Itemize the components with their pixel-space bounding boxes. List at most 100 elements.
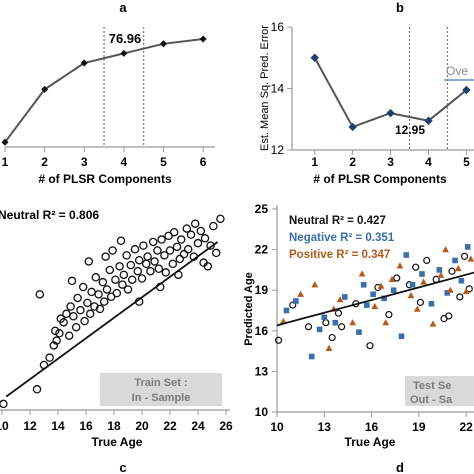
- panel-c-data-point: [172, 242, 182, 252]
- panel-c-data-point: [154, 264, 164, 274]
- panel-c-data-point: [111, 275, 120, 284]
- panel-c-data-point: [78, 282, 88, 292]
- panel-a-label: a: [119, 0, 127, 15]
- panel-c-data-point: [190, 219, 200, 228]
- panel-b-data-point: [462, 85, 471, 95]
- panel-c-data-point: [139, 241, 148, 250]
- panel-c-data-point: [150, 257, 159, 266]
- panel-b-data-point: [310, 53, 319, 62]
- panel-c-data-point: [186, 230, 196, 239]
- panel-d-negative-point: [332, 319, 339, 326]
- panel-c-data-point: [50, 326, 60, 336]
- panel-d-neutral-point: [416, 298, 425, 306]
- panel-d-y-tick-label: 13: [255, 364, 269, 378]
- panel-d-box-line-2: Out - Sa: [410, 394, 453, 406]
- panel-c-data-point: [134, 255, 144, 265]
- panel-c-tick-label: 24: [191, 419, 205, 433]
- panel-d-negative-point: [428, 300, 435, 307]
- panel-c-data-point: [95, 304, 105, 314]
- panel-b-ylabel: Est. Mean Sq. Pred. Error: [259, 25, 271, 151]
- panel-c-data-point: [203, 262, 213, 271]
- panel-c-data-point: [76, 305, 85, 315]
- panel-d-negative-point: [364, 302, 370, 308]
- panel-d-positive-point: [437, 271, 445, 278]
- panel-c-box-line-2: In - Sample: [132, 392, 191, 404]
- panel-d-positive-point: [446, 286, 454, 293]
- panel-c-data-point: [35, 290, 45, 299]
- panel-c-data-point: [127, 275, 137, 284]
- panel-d-neutral-point: [328, 333, 336, 342]
- panel-d-xlabel: True Age: [345, 435, 396, 449]
- panel-c-data-point: [101, 252, 110, 261]
- panel-c-data-point: [123, 285, 133, 294]
- panel-c-data-point: [62, 309, 71, 319]
- panel-d-negative-point: [293, 298, 299, 304]
- panel-c-data-point: [211, 248, 221, 258]
- panel-c-data-point: [157, 235, 166, 244]
- panel-d-positive-point: [467, 255, 474, 262]
- panel-d-negative-point: [283, 307, 290, 314]
- panel-c-data-point: [0, 399, 8, 409]
- panel-b-label: b: [396, 0, 404, 15]
- panel-c-data-point: [209, 221, 218, 231]
- panel-d-negative-point: [452, 257, 458, 264]
- panel-c-data-point: [133, 266, 143, 276]
- panel-d-negative-point: [409, 281, 416, 288]
- panel-c-data-point: [130, 245, 140, 254]
- panel-d-negative-point: [419, 271, 425, 277]
- panel-c-info-box: [100, 373, 222, 406]
- panel-c-data-point: [66, 302, 75, 311]
- panel-b-data-point: [348, 122, 357, 132]
- panel-b-x-tick-label: 1: [311, 155, 318, 169]
- panel-b-y-tick-label: 12: [271, 143, 285, 157]
- panel-d-positive-point: [462, 287, 470, 295]
- panel-c-data-point: [176, 235, 186, 244]
- panel-b-y-tick-label: 14: [271, 82, 285, 96]
- panel-b-data-point: [386, 108, 395, 118]
- panel-d-x-tick-label: 22: [459, 420, 473, 434]
- panel-d-positive-point: [388, 275, 396, 282]
- panel-d-positive-point: [336, 296, 344, 303]
- panel-d-positive-point: [407, 292, 415, 299]
- panel-c-data-point: [67, 276, 77, 286]
- panel-b-x-tick-label: 3: [387, 155, 394, 169]
- panel-d-legend-positive: Positive R² = 0.347: [289, 249, 390, 261]
- panel-d-x-tick-label: 10: [270, 420, 284, 434]
- panel-d-positive-point: [325, 344, 333, 351]
- panel-b-data-point: [424, 116, 433, 126]
- panel-d-neutral-point: [304, 323, 313, 331]
- panel-c-data-point: [126, 260, 136, 270]
- panel-c-data-point: [148, 237, 158, 247]
- panel-d-positive-point: [454, 264, 462, 272]
- panel-c-data-point: [105, 265, 115, 275]
- panel-c-tick-label: 10: [0, 419, 9, 433]
- panel-c-data-point: [122, 251, 131, 260]
- panel-c-data-point: [99, 297, 109, 306]
- panel-a-tick-label: 5: [160, 155, 167, 169]
- panel-d-negative-point: [444, 290, 451, 296]
- panel-c-data-point: [196, 226, 206, 236]
- panel-d-y-tick-label: 10: [255, 405, 269, 419]
- panel-d-positive-point: [371, 302, 379, 310]
- panel-c-data-point: [165, 246, 175, 255]
- panel-b-y-tick-label: 16: [271, 20, 285, 34]
- panel-d-neutral-point: [322, 319, 330, 327]
- panel-a: a 1 2 3 4 5 6 76.96 # of PLSR Components: [1, 0, 215, 186]
- panel-d-neutral-point: [456, 293, 464, 301]
- panel-c-tick-label: 22: [163, 419, 177, 433]
- panel-d-negative-point: [370, 291, 376, 298]
- panel-a-tick-label: 4: [121, 155, 128, 169]
- panel-b-annotation: 12.95: [395, 123, 425, 137]
- panel-d-positive-point: [429, 320, 437, 327]
- panel-d-negative-point: [381, 295, 387, 302]
- panel-c-data-point: [115, 262, 124, 271]
- panel-d-negative-point: [464, 244, 471, 250]
- panel-c-data-point: [91, 273, 101, 282]
- panel-d-positive-point: [420, 278, 427, 285]
- panel-d-positive-point: [413, 305, 421, 312]
- panel-c-annotation: Neutral R² = 0.806: [0, 208, 99, 222]
- panel-c-data-point: [83, 298, 92, 308]
- panel-d-fit-line: [276, 271, 474, 327]
